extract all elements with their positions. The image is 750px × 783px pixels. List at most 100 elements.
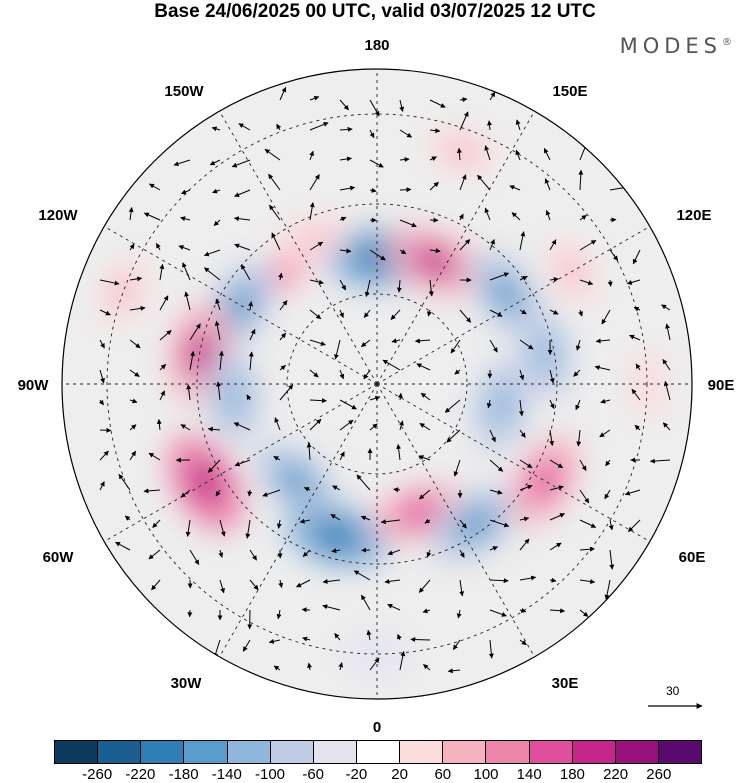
wind-vector	[129, 305, 146, 311]
wind-vector	[489, 239, 495, 251]
wind-vector	[489, 429, 496, 443]
wind-vector	[369, 187, 377, 193]
wind-vector	[366, 629, 372, 641]
wind-vector	[159, 263, 165, 281]
wind-vector	[579, 214, 587, 221]
wind-vector	[419, 489, 431, 500]
wind-vector	[273, 665, 281, 671]
wind-vector	[249, 579, 259, 591]
wind-vector	[339, 419, 354, 431]
wind-vector	[248, 351, 254, 371]
wind-vector	[604, 489, 611, 500]
wind-vector	[279, 86, 287, 101]
colorbar-swatch	[141, 741, 185, 763]
wind-vector	[262, 489, 281, 497]
wind-vector	[418, 455, 431, 461]
wind-vector	[456, 147, 462, 161]
wind-vector	[99, 339, 105, 349]
wind-vector	[247, 489, 253, 497]
wind-vector	[309, 398, 327, 404]
wind-vector	[185, 519, 191, 537]
wind-vector	[339, 369, 345, 380]
wind-vector	[629, 334, 641, 341]
wind-vector	[278, 272, 283, 281]
wind-vector	[446, 429, 461, 443]
wind-vector	[599, 429, 611, 438]
wind-vector	[607, 279, 613, 287]
wind-vector	[189, 549, 200, 565]
wind-vector	[309, 241, 324, 251]
wind-vector	[218, 350, 224, 371]
wind-vector	[249, 328, 256, 341]
wind-vector	[332, 485, 341, 491]
wind-vector	[173, 159, 191, 167]
anomaly-blob	[509, 435, 580, 526]
wind-vector	[339, 399, 357, 410]
wind-vector	[339, 99, 349, 111]
wind-vector	[124, 515, 131, 521]
wind-vector	[393, 487, 401, 493]
wind-vector	[159, 364, 167, 371]
wind-vector	[369, 159, 384, 168]
wind-vector	[515, 119, 521, 131]
wind-vector	[579, 579, 596, 584]
wind-vector	[459, 519, 467, 529]
reference-vector-label: 30	[666, 684, 680, 698]
wind-vector	[545, 210, 551, 221]
lon-label-90w: 90W	[18, 377, 50, 394]
wind-vector	[99, 279, 120, 286]
wind-vector	[649, 458, 671, 464]
wind-vector	[605, 459, 611, 467]
wind-vector	[143, 488, 161, 494]
wind-vector	[273, 455, 281, 461]
wind-vector	[276, 519, 282, 529]
wind-vector	[309, 309, 322, 320]
wind-vector	[268, 173, 281, 191]
wind-vector	[423, 664, 431, 671]
wind-vector	[624, 489, 641, 496]
wind-vector	[459, 111, 469, 131]
wind-vector	[399, 187, 412, 193]
wind-vector	[129, 398, 138, 404]
wind-vector	[579, 459, 587, 472]
latitude-circle	[196, 203, 558, 565]
wind-vector	[234, 459, 251, 467]
wind-vector	[296, 579, 311, 588]
wind-vector	[360, 515, 371, 521]
wind-vector	[600, 398, 611, 404]
wind-vector	[268, 638, 281, 644]
lon-label-120e: 120E	[676, 207, 711, 224]
wind-vector	[99, 309, 111, 316]
wind-vector	[248, 301, 254, 311]
wind-vector	[148, 452, 161, 461]
wind-vector	[509, 185, 521, 191]
wind-vector	[399, 650, 406, 671]
wind-vector	[549, 239, 557, 251]
wind-vector	[156, 418, 162, 431]
wind-vector	[382, 359, 401, 371]
colorbar-tick-label: 20	[391, 766, 408, 783]
wind-vector	[489, 546, 499, 551]
wind-vector	[489, 339, 498, 353]
wind-vector	[428, 279, 434, 297]
wind-vector	[549, 577, 557, 583]
colorbar-swatch	[658, 741, 702, 763]
wind-vector	[665, 323, 671, 341]
anomaly-blob	[205, 349, 262, 444]
wind-vector	[219, 579, 225, 594]
wind-vector	[518, 399, 524, 417]
colorbar-swatch	[184, 741, 228, 763]
wind-vector	[544, 178, 551, 191]
wind-vector	[334, 339, 341, 360]
wind-vector	[339, 156, 352, 162]
wind-vector	[662, 422, 671, 431]
wind-vector	[356, 474, 371, 491]
lon-label-150w: 150W	[164, 83, 204, 100]
wind-vector	[634, 424, 641, 431]
wind-vectors	[98, 86, 671, 674]
wind-vector	[159, 390, 166, 401]
anomaly-blob	[342, 633, 412, 675]
wind-vector	[579, 519, 597, 528]
wind-vector	[486, 399, 492, 409]
lon-label-180: 180	[364, 37, 389, 54]
